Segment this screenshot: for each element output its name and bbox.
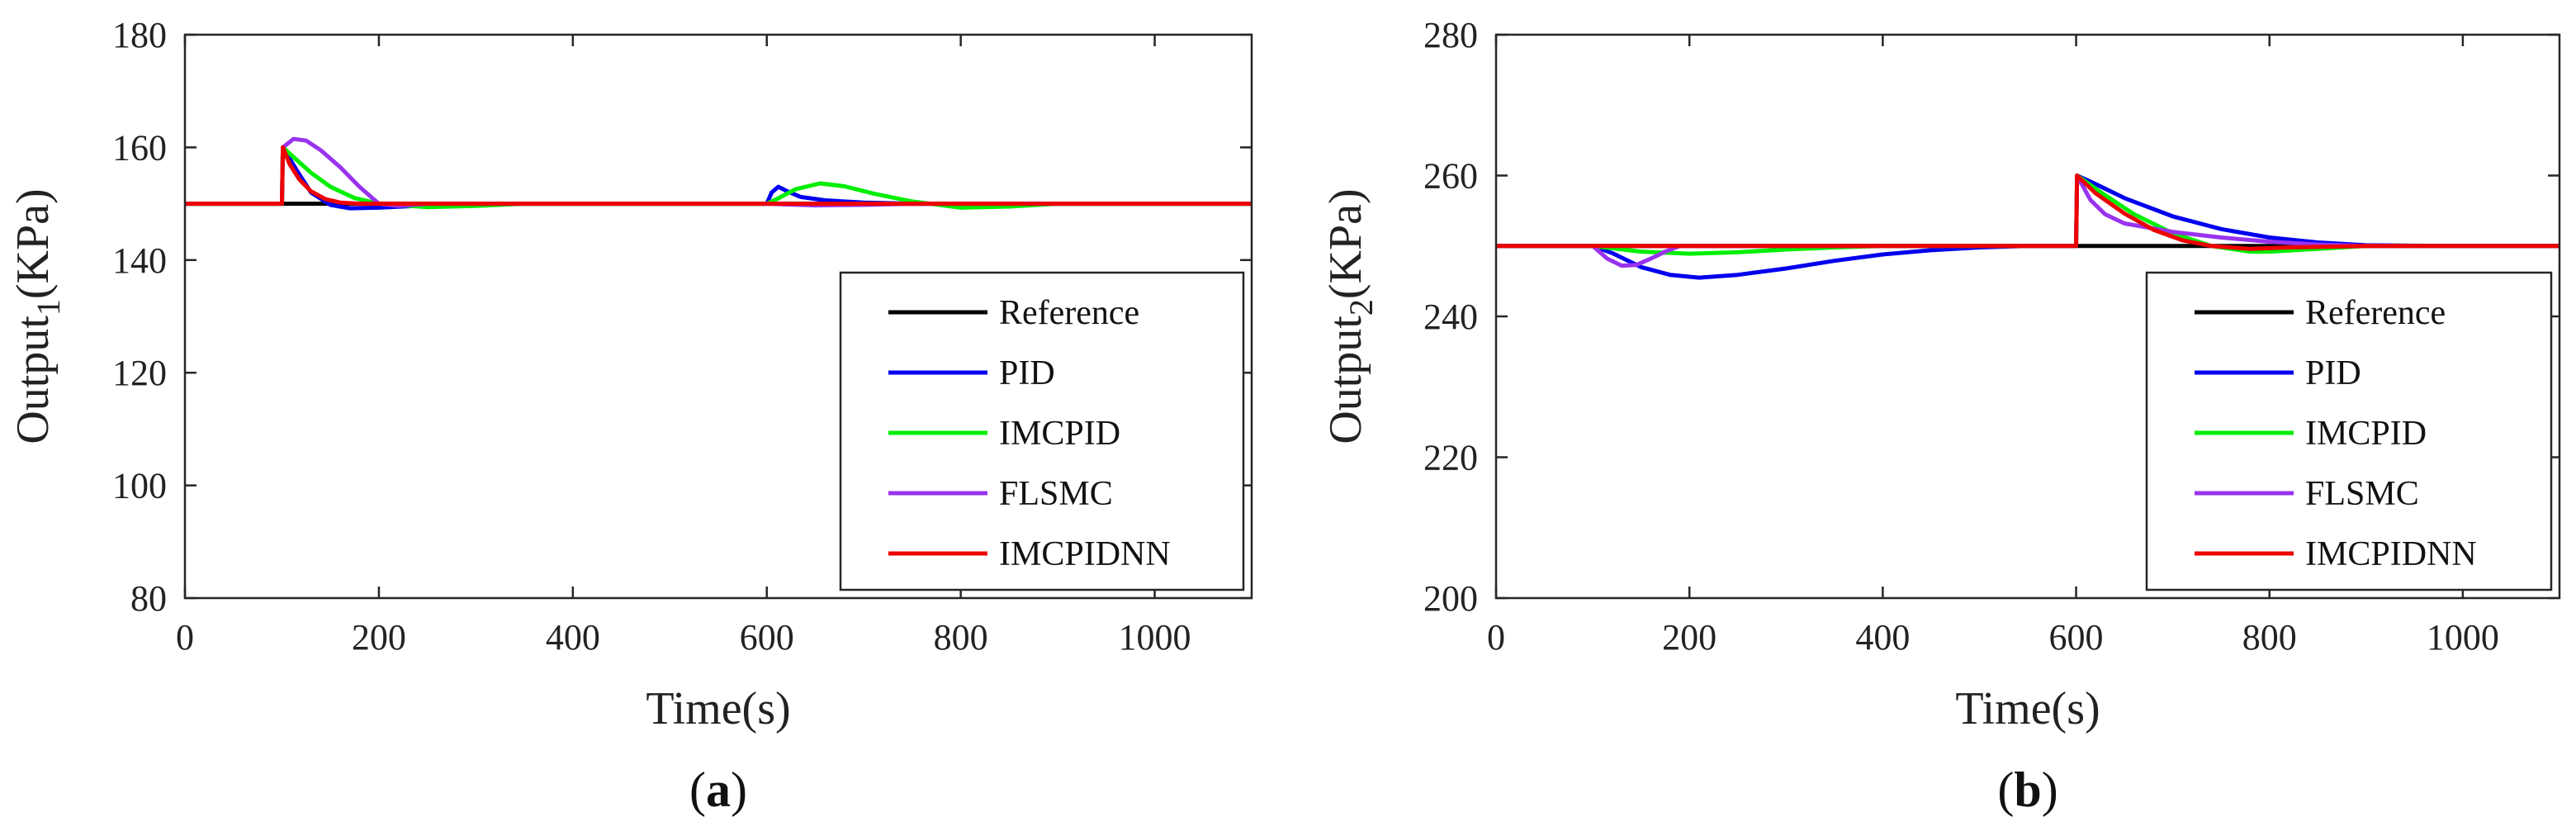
legend-label-reference: Reference [2305, 294, 2446, 332]
series-line-imcpidnn [1496, 173, 2559, 251]
legend-label-imcpid: IMCPID [999, 415, 1120, 453]
y-tick-label: 220 [1423, 438, 1478, 478]
x-tick-label: 0 [176, 617, 194, 658]
y-axis-label: Output1(KPa) [7, 188, 67, 444]
y-tick-label: 260 [1423, 156, 1478, 197]
x-axis-label: Time(s) [1955, 683, 2100, 734]
series-group [185, 136, 1252, 211]
y-tick-label: 280 [1423, 15, 1478, 55]
panel-label: (b) [1997, 762, 2057, 817]
y-tick-label: 240 [1423, 297, 1478, 337]
x-tick-label: 400 [546, 617, 600, 658]
y-tick-label: 160 [112, 127, 167, 168]
x-axis-label: Time(s) [646, 683, 790, 734]
series-line-imcpidnn [185, 145, 1252, 207]
y-tick-label: 100 [112, 466, 167, 506]
y-axis-label-subscript: 2 [1342, 299, 1380, 316]
y-axis-label-unit: (KPa) [1320, 188, 1371, 299]
legend-label-imcpidnn: IMCPIDNN [2305, 535, 2477, 573]
x-tick-label: 400 [1855, 617, 1910, 658]
x-tick-label: 800 [2242, 617, 2297, 658]
legend-label-imcpid: IMCPID [2305, 415, 2427, 453]
series-group [1496, 173, 2559, 280]
legend-label-imcpidnn: IMCPIDNN [999, 535, 1171, 573]
y-tick-label: 120 [112, 353, 167, 393]
x-tick-label: 200 [352, 617, 406, 658]
y-tick-label: 140 [112, 240, 167, 281]
series-line-imcpid [1496, 173, 2559, 256]
legend-label-pid: PID [2305, 354, 2361, 392]
x-tick-label: 600 [740, 617, 794, 658]
y-axis-label-unit: (KPa) [7, 188, 59, 299]
y-axis-label-base: Output [7, 316, 59, 444]
legend: Reference PID IMCPID FLSMC IMCPIDNN [839, 271, 1245, 591]
y-tick-label: 80 [130, 578, 167, 619]
y-axis-label-subscript: 1 [30, 299, 67, 316]
x-tick-label: 1000 [1119, 617, 1191, 658]
x-tick-label: 1000 [2427, 617, 2499, 658]
y-tick-label: 200 [1423, 578, 1478, 619]
axes-frame [183, 33, 1253, 600]
legend-label-reference: Reference [999, 294, 1139, 332]
legend-label-flsmc: FLSMC [2305, 475, 2419, 513]
y-tick-label: 180 [112, 15, 167, 55]
chart-panel-b: 0 200 400 600 800 1000200220240260280Time(s)O… [1320, 15, 2561, 817]
legend-label-pid: PID [999, 354, 1055, 392]
y-axis-label: Output2(KPa) [1320, 188, 1380, 444]
chart-panel-a: 0 200 400 600 800 1000 80 100 120 140 160 180 Time(s… [7, 15, 1253, 817]
x-tick-label: 600 [2049, 617, 2104, 658]
y-axis-label-base: Output [1320, 316, 1371, 444]
panel-label: (a) [689, 762, 747, 817]
legend-label-flsmc: FLSMC [999, 475, 1113, 513]
x-tick-label: 800 [934, 617, 988, 658]
x-tick-label: 200 [1662, 617, 1717, 658]
legend: Reference PID IMCPID FLSMC IMCPIDNN [2145, 271, 2553, 591]
x-tick-label: 0 [1487, 617, 1505, 658]
